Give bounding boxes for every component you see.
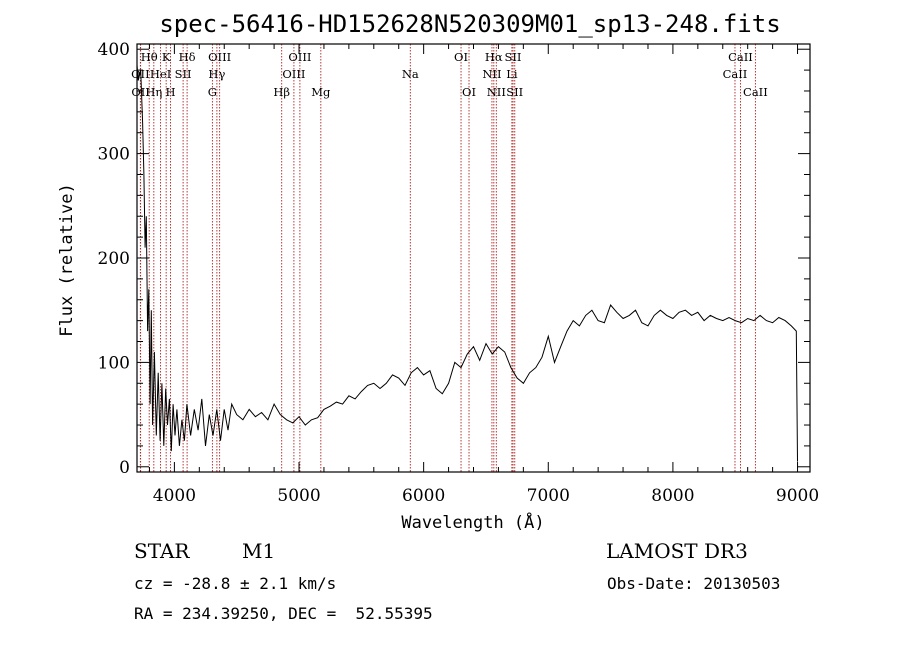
spectral-line-label: NII bbox=[482, 67, 501, 81]
x-tick-label: 4000 bbox=[153, 486, 196, 506]
y-tick-label: 300 bbox=[98, 145, 130, 165]
spectral-line-label: Hγ bbox=[208, 67, 225, 81]
y-axis-label: Flux (relative) bbox=[57, 183, 77, 337]
spectral-line-label: Hβ bbox=[273, 85, 290, 99]
spectral-line-label: Li bbox=[506, 67, 518, 81]
spectral-line-label: OI bbox=[454, 50, 468, 64]
x-axis-label: Wavelength (Å) bbox=[401, 511, 544, 533]
object-type: STAR bbox=[134, 539, 190, 563]
spectral-line-label: OIII bbox=[208, 50, 231, 64]
spectral-line-label: Hδ bbox=[179, 50, 196, 64]
spectral-line-label: SII bbox=[506, 85, 523, 99]
spectral-line-label: Na bbox=[402, 67, 419, 81]
spectral-line-label: CaII bbox=[728, 50, 753, 64]
y-tick-label: 0 bbox=[119, 458, 130, 478]
survey-name: LAMOST DR3 bbox=[606, 539, 748, 563]
spectral-line-label: HeI bbox=[150, 67, 171, 81]
spectral-line-label: CaII bbox=[723, 67, 748, 81]
x-axis-ticks: 4000 5000 6000 7000 8000 9000 bbox=[148, 44, 819, 506]
spectral-line-label: OI bbox=[462, 85, 476, 99]
coordinates: RA = 234.39250, DEC = 52.55395 bbox=[134, 604, 433, 623]
spectral-line-label: OIII bbox=[282, 67, 305, 81]
spectral-line-label: Hη bbox=[145, 85, 162, 99]
spectral-line-label: NII bbox=[487, 85, 506, 99]
y-axis-ticks: 0 100 200 300 400 bbox=[98, 40, 810, 478]
spectral-line-label: H bbox=[166, 85, 176, 99]
spectral-line-label: K bbox=[162, 50, 171, 64]
y-tick-label: 200 bbox=[98, 249, 130, 269]
object-subclass: M1 bbox=[242, 539, 276, 563]
x-tick-label: 6000 bbox=[402, 486, 445, 506]
spectrum-line bbox=[136, 64, 798, 462]
spectral-line-label: Hθ bbox=[141, 50, 158, 64]
spectral-line-label: Mg bbox=[311, 85, 331, 99]
spectral-line-label: OII bbox=[131, 85, 150, 99]
spectral-line-label: SII bbox=[505, 50, 522, 64]
spectral-line-label: OIII bbox=[288, 50, 311, 64]
spectral-line-label: CaII bbox=[743, 85, 768, 99]
spectral-line-label: G bbox=[208, 85, 217, 99]
y-tick-label: 400 bbox=[98, 40, 130, 60]
spectral-line-markers bbox=[139, 44, 756, 472]
plot-frame bbox=[136, 43, 811, 473]
observation-date: Obs-Date: 20130503 bbox=[607, 574, 781, 593]
spectral-line-label: SII bbox=[175, 67, 192, 81]
y-tick-label: 100 bbox=[98, 353, 130, 373]
x-tick-label: 7000 bbox=[527, 486, 570, 506]
chart-title: spec-56416-HD152628N520309M01_sp13-248.f… bbox=[159, 10, 780, 38]
redshift-velocity: cz = -28.8 ± 2.1 km/s bbox=[134, 574, 337, 593]
x-tick-label: 9000 bbox=[776, 486, 819, 506]
x-tick-label: 8000 bbox=[651, 486, 694, 506]
x-tick-label: 5000 bbox=[277, 486, 320, 506]
spectral-line-label: Hα bbox=[485, 50, 503, 64]
